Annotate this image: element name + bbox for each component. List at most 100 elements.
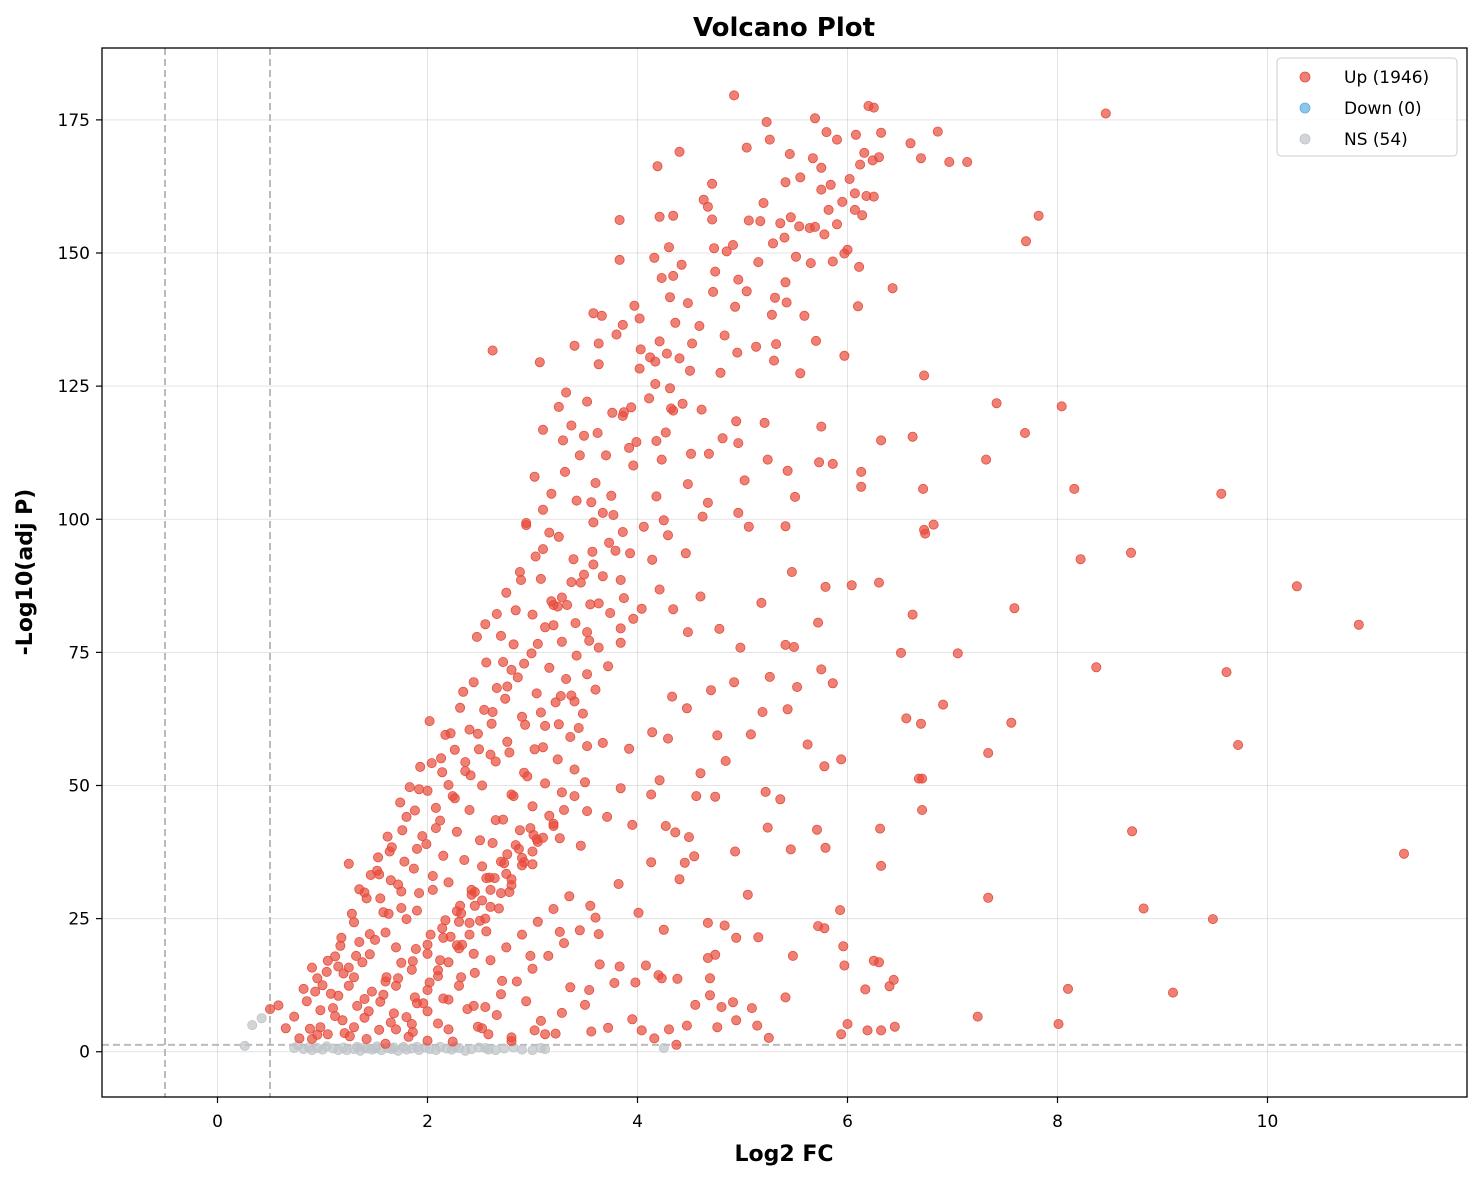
data-point: [780, 177, 791, 188]
data-point: [638, 521, 649, 532]
data-point: [876, 860, 887, 871]
data-point: [703, 448, 714, 459]
data-point: [375, 893, 386, 904]
data-point: [759, 417, 770, 428]
data-point: [422, 1035, 433, 1046]
data-point: [374, 1024, 385, 1035]
data-point: [585, 599, 596, 610]
data-point: [712, 730, 723, 741]
data-point: [827, 256, 838, 267]
data-point: [850, 129, 861, 140]
data-point: [705, 990, 716, 1001]
data-point: [663, 530, 674, 541]
data-point: [348, 917, 359, 928]
data-point: [615, 575, 626, 586]
data-point: [664, 242, 675, 253]
data-point: [627, 819, 638, 830]
data-point: [810, 221, 821, 232]
data-point: [651, 491, 662, 502]
data-point: [780, 992, 791, 1003]
data-point: [695, 768, 706, 779]
data-point: [719, 920, 730, 931]
data-point: [516, 575, 527, 586]
data-point: [991, 398, 1002, 409]
data-point: [682, 479, 693, 490]
data-point: [548, 904, 559, 915]
y-tick-label: 50: [68, 776, 90, 796]
y-tick-label: 100: [58, 510, 90, 530]
data-point: [1216, 488, 1227, 499]
data-point: [805, 258, 816, 269]
data-point: [730, 846, 741, 857]
data-point: [753, 257, 764, 268]
data-point: [633, 907, 644, 918]
data-point: [884, 981, 895, 992]
data-point: [556, 1007, 567, 1018]
data-point: [406, 964, 417, 975]
y-axis-label: -Log10(adj P): [13, 489, 38, 656]
data-point: [614, 254, 625, 265]
data-point: [247, 1020, 258, 1031]
data-point: [430, 802, 441, 813]
data-point: [656, 272, 667, 283]
data-point: [876, 127, 887, 138]
data-point: [514, 825, 525, 836]
data-point: [606, 490, 617, 501]
data-point: [343, 980, 354, 991]
legend-marker: [1299, 102, 1311, 114]
data-point: [867, 155, 878, 166]
data-point: [597, 507, 608, 518]
data-point: [836, 754, 847, 765]
data-point: [468, 677, 479, 688]
data-point: [512, 672, 523, 683]
data-point: [568, 554, 579, 565]
data-point: [477, 1023, 488, 1034]
data-point: [780, 277, 791, 288]
data-point: [407, 956, 418, 967]
data-point: [649, 1033, 660, 1044]
data-point: [668, 604, 679, 615]
data-point: [553, 401, 564, 412]
data-point: [597, 737, 608, 748]
data-point: [972, 1011, 983, 1022]
data-point: [652, 161, 663, 172]
data-point: [751, 341, 762, 352]
data-point: [256, 1013, 267, 1024]
data-point: [555, 691, 566, 702]
data-point: [819, 923, 830, 934]
data-point: [816, 184, 827, 195]
data-point: [757, 707, 768, 718]
data-point: [1033, 210, 1044, 221]
data-point: [816, 162, 827, 173]
data-point: [322, 1029, 333, 1040]
data-point: [460, 766, 471, 777]
data-point: [687, 338, 698, 349]
data-point: [739, 475, 750, 486]
data-point: [625, 548, 636, 559]
data-point: [802, 739, 813, 750]
data-point: [411, 905, 422, 916]
legend-box: [1276, 57, 1458, 157]
data-point: [490, 1045, 501, 1056]
data-point: [415, 761, 426, 772]
data-point: [369, 934, 380, 945]
data-point: [414, 784, 425, 795]
data-point: [426, 758, 437, 769]
data-point: [670, 317, 681, 328]
data-point: [497, 975, 508, 986]
y-tick-label: 150: [58, 244, 90, 264]
data-point: [351, 950, 362, 961]
data-point: [876, 1025, 887, 1036]
data-point: [469, 967, 480, 978]
data-point: [521, 520, 532, 531]
data-point: [615, 783, 626, 794]
data-point: [556, 592, 567, 603]
data-point: [501, 942, 512, 953]
data-point: [483, 1029, 494, 1040]
data-point: [456, 972, 467, 983]
data-point: [795, 368, 806, 379]
data-point: [239, 1040, 250, 1051]
data-point: [838, 941, 849, 952]
legend-label: Up (1946): [1344, 68, 1429, 88]
data-point: [571, 495, 582, 506]
